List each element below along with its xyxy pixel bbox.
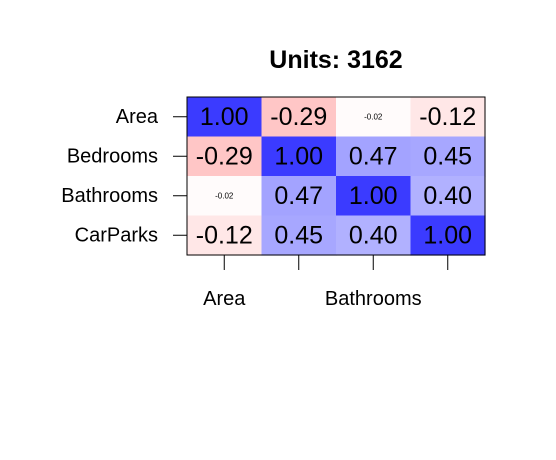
heatmap-cell-label-r1-c3: 0.45 [423,142,472,170]
heatmap-cell-labels: 1.00 -0.29 -0.02 -0.12 -0.29 1.00 0.47 0.45 -0.0… [196,103,476,250]
x-tick-label-0: Area [203,288,246,310]
x-axis: Area Bathrooms [203,255,449,310]
y-tick-label-2: Bathrooms [61,185,158,207]
chart-title: Units: 3162 [269,46,402,74]
heatmap-cell-r3-c3 [410,215,486,256]
heatmap-cell-label-r3-c3: 1.00 [423,221,472,249]
heatmap-cell-label-r0-c1: -0.29 [270,103,327,131]
heatmap-cell-r1-c0 [187,136,263,177]
heatmap-cell-label-r2-c1: 0.47 [274,182,323,210]
heatmap-cell-label-r0-c0: 1.00 [200,103,249,131]
heatmap-cell-r0-c3 [410,97,486,138]
heatmap-cell-r1-c3 [410,136,486,177]
y-tick-label-3: CarParks [75,224,158,246]
heatmap-cell-r0-c2 [336,97,412,138]
y-tick-label-1: Bedrooms [67,145,158,167]
heatmap-cell-r2-c2 [336,176,412,217]
heatmap-cell-label-r2-c0: -0.02 [215,191,234,200]
heatmap-cell-label-r2-c2: 1.00 [349,182,398,210]
heatmap-cell-r2-c0 [187,176,263,217]
heatmap-cell-r0-c0 [187,97,263,138]
heatmap-cell-r3-c0 [187,215,263,256]
heatmap-cell-r1-c2 [336,136,412,177]
x-tick-label-2: Bathrooms [325,288,422,310]
plot-frame [186,96,486,256]
heatmap-cell-label-r2-c3: 0.40 [423,182,472,210]
heatmap-cells [187,97,486,256]
heatmap-cell-label-r0-c3: -0.12 [419,103,476,131]
heatmap-cell-label-r0-c2: -0.02 [364,112,383,121]
heatmap-cell-r1-c1 [261,136,337,177]
heatmap-cell-r0-c1 [261,97,337,138]
heatmap-cell-label-r3-c2: 0.40 [349,221,398,249]
y-axis: Area Bedrooms Bathrooms CarParks [61,106,187,246]
heatmap-cell-label-r1-c2: 0.47 [349,142,398,170]
y-tick-label-0: Area [116,106,159,128]
heatmap-cell-r2-c3 [410,176,486,217]
heatmap-cell-label-r3-c1: 0.45 [274,221,323,249]
heatmap-cell-r3-c2 [336,215,412,256]
heatmap-cell-r2-c1 [261,176,337,217]
heatmap-cell-label-r1-c0: -0.29 [196,142,253,170]
heatmap-cell-label-r1-c1: 1.00 [274,142,323,170]
heatmap-cell-r3-c1 [261,215,337,256]
heatmap-cell-label-r3-c0: -0.12 [196,221,253,249]
